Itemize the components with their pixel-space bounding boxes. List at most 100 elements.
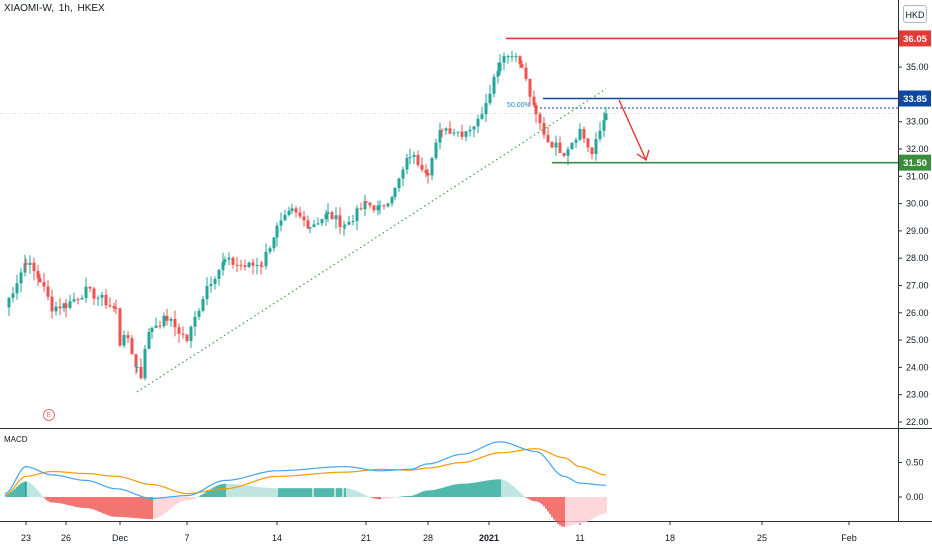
- candle-body: [38, 278, 42, 283]
- trendline[interactable]: [136, 88, 607, 393]
- candle: [326, 203, 330, 223]
- histogram-bar: [153, 497, 155, 519]
- histogram-bar: [547, 497, 549, 512]
- histogram-bar: [409, 495, 411, 497]
- histogram-bar: [250, 485, 252, 497]
- histogram-bar: [401, 496, 403, 498]
- macd-tick-label: 0.50: [906, 458, 924, 468]
- macd-line[interactable]: [4, 441, 607, 499]
- candle: [173, 310, 177, 337]
- currency-button[interactable]: HKD: [903, 5, 927, 23]
- histogram-bar: [342, 488, 344, 497]
- candle-body: [347, 221, 351, 225]
- candle: [72, 292, 76, 303]
- candle-body: [390, 197, 394, 204]
- macd-pane-label[interactable]: MACD: [4, 435, 28, 444]
- candle-body: [363, 201, 367, 210]
- candle-body: [58, 306, 62, 309]
- earnings-marker-icon[interactable]: E: [43, 409, 55, 421]
- candle: [239, 259, 243, 271]
- candle-body: [227, 257, 231, 260]
- histogram-bar: [559, 497, 561, 526]
- candle: [68, 295, 72, 310]
- candle-body: [100, 294, 104, 298]
- macd-histogram: [4, 479, 607, 527]
- candle: [364, 200, 368, 206]
- candle: [520, 60, 524, 69]
- histogram-bar: [91, 497, 93, 509]
- candle: [76, 297, 80, 305]
- candle: [538, 111, 542, 131]
- histogram-bar: [453, 484, 455, 497]
- projection-arrow[interactable]: [618, 99, 650, 162]
- candle: [217, 268, 221, 286]
- signal-line[interactable]: [4, 448, 607, 496]
- histogram-bar: [455, 484, 457, 497]
- candle: [502, 52, 506, 71]
- histogram-bar: [55, 497, 57, 503]
- histogram-bar: [244, 485, 246, 497]
- histogram-bar: [505, 480, 507, 497]
- histogram-bar: [185, 497, 187, 501]
- histogram-bar: [43, 497, 45, 498]
- histogram-bar: [240, 484, 242, 497]
- histogram-bar: [200, 495, 202, 497]
- candle: [283, 209, 287, 221]
- histogram-bar: [557, 497, 559, 524]
- candle: [50, 289, 54, 319]
- candle: [420, 157, 424, 173]
- candle: [472, 126, 476, 138]
- candle-body: [351, 221, 355, 223]
- candle-body: [343, 224, 347, 227]
- candle: [434, 138, 438, 161]
- candle: [150, 326, 154, 339]
- histogram-bar: [525, 497, 527, 498]
- symbol-title[interactable]: XIAOMI-W, 1h, HKEX: [4, 3, 107, 14]
- histogram-bar: [503, 480, 505, 497]
- histogram-bar: [51, 497, 53, 503]
- histogram-bar: [16, 486, 18, 497]
- histogram-bar: [529, 497, 531, 500]
- candle: [456, 131, 460, 137]
- red-level-tag: [899, 30, 931, 47]
- histogram-bar: [605, 497, 607, 514]
- histogram-bar: [300, 488, 302, 497]
- candle: [363, 194, 367, 216]
- candle: [324, 209, 328, 226]
- histogram-bar: [318, 488, 320, 497]
- candle: [84, 277, 88, 303]
- candle-body: [602, 120, 606, 131]
- candle-body: [158, 325, 162, 327]
- histogram-bar: [322, 488, 324, 497]
- candle-body: [7, 297, 11, 308]
- candle-body: [122, 335, 126, 346]
- candle: [213, 276, 217, 290]
- histogram-bar: [214, 486, 216, 497]
- candle-body: [154, 325, 158, 328]
- histogram-bar: [296, 488, 298, 497]
- histogram-bar: [25, 481, 27, 497]
- histogram-bar: [137, 497, 139, 519]
- histogram-bar: [575, 497, 577, 525]
- histogram-bar: [467, 483, 469, 497]
- candle: [562, 152, 566, 158]
- candle-body: [42, 282, 46, 287]
- candle: [524, 62, 528, 82]
- candle-body: [590, 147, 594, 155]
- candle-body: [76, 299, 80, 301]
- macd-tick-label: 0.00: [906, 492, 924, 502]
- histogram-bar: [330, 488, 332, 497]
- candle-body: [566, 149, 570, 156]
- candle: [260, 261, 264, 268]
- histogram-bar: [370, 497, 372, 498]
- histogram-bar: [202, 493, 204, 497]
- histogram-bar: [595, 497, 597, 517]
- candle-body: [114, 308, 118, 310]
- histogram-bar: [364, 494, 366, 497]
- candle-body: [364, 201, 368, 203]
- histogram-bar: [20, 483, 22, 497]
- time-tick-label: 28: [423, 533, 433, 543]
- candle: [247, 261, 251, 269]
- histogram-bar: [111, 497, 113, 517]
